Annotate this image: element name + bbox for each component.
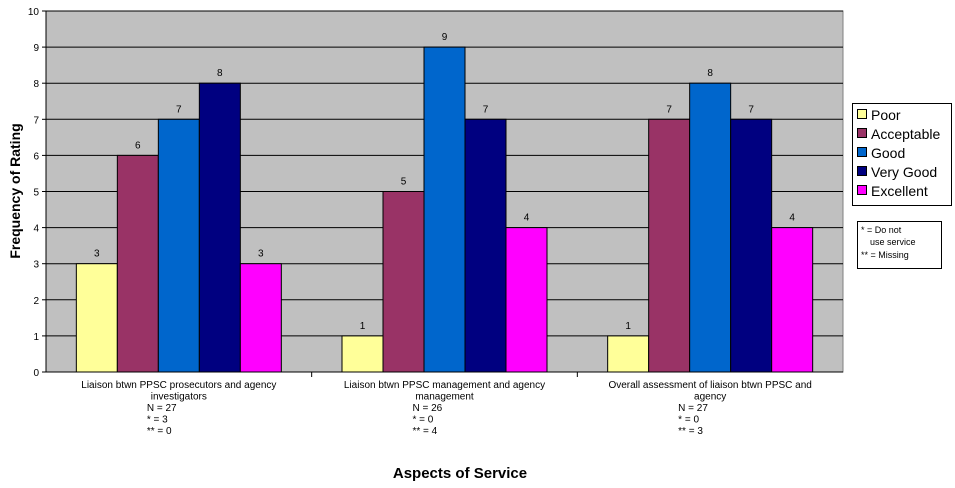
bar-excellent <box>505 227 548 373</box>
y-tick-label: 7 <box>33 115 39 126</box>
y-tick-label: 3 <box>33 260 39 271</box>
category-label-line: * = 0 <box>678 415 699 426</box>
category-labels: Liaison btwn PPSC prosecutors and agency… <box>81 380 812 437</box>
category-label-line: Liaison btwn PPSC management and agency <box>344 380 545 391</box>
y-tick-label: 6 <box>33 151 39 162</box>
legend-item-poor: Poor <box>857 106 901 124</box>
y-tick-label: 9 <box>33 43 39 54</box>
category-label-line: agency <box>694 392 726 403</box>
category-label-line: Liaison btwn PPSC prosecutors and agency <box>81 380 276 391</box>
bar-poor <box>607 335 650 373</box>
bar-excellent <box>771 227 814 373</box>
bar-acceptable <box>648 118 691 373</box>
legend-label-good: Good <box>871 145 906 161</box>
category-label-line: * = 3 <box>147 415 168 426</box>
bar-poor <box>341 335 384 373</box>
legend-label-excellent: Excellent <box>871 183 928 199</box>
legend-item-excellent: Excellent <box>857 182 928 200</box>
y-tick-label: 0 <box>33 368 39 379</box>
category-label-line: * = 0 <box>413 415 434 426</box>
y-tick-label: 4 <box>33 224 39 235</box>
legend-item-acceptable: Acceptable <box>857 125 940 143</box>
category-label-line: investigators <box>151 392 207 403</box>
legend-label-poor: Poor <box>871 107 901 123</box>
notes-box: * = Do not use service ** = Missing <box>857 221 942 269</box>
data-label: 7 <box>748 104 754 115</box>
data-label: 6 <box>135 140 141 151</box>
y-tick-label: 8 <box>33 79 39 90</box>
bar-excellent <box>239 263 282 373</box>
legend-item-very-good: Very Good <box>857 163 937 181</box>
legend-label-very-good: Very Good <box>871 164 938 180</box>
category-label-line: Overall assessment of liaison btwn PPSC … <box>608 380 811 391</box>
y-axis-title: Frequency of Rating <box>7 123 23 258</box>
data-label: 3 <box>94 249 100 260</box>
legend: Poor Acceptable Good Very Good Excellent <box>852 103 952 206</box>
legend-swatch-poor <box>857 109 867 120</box>
legend-label-acceptable: Acceptable <box>871 126 941 142</box>
category-label-line: N = 27 <box>678 403 708 414</box>
legend-swatch-acceptable <box>857 128 867 139</box>
x-axis-title: Aspects of Service <box>393 465 527 482</box>
y-tick-label: 10 <box>28 7 40 18</box>
note-line-3: ** = Missing <box>861 250 909 260</box>
legend-swatch-excellent <box>857 185 867 196</box>
data-label: 4 <box>524 213 530 224</box>
data-label: 1 <box>360 321 366 332</box>
bar-good <box>689 82 732 373</box>
note-line-2: use service <box>870 237 916 247</box>
category-label-line: N = 27 <box>147 403 177 414</box>
bar-acceptable <box>382 191 425 373</box>
category-label-line: ** = 0 <box>147 426 172 437</box>
category-label-line: ** = 3 <box>678 426 703 437</box>
bar-good <box>423 46 466 373</box>
y-tick-label: 5 <box>33 188 39 199</box>
bar-very-good <box>730 118 773 373</box>
y-tick-labels: 0 1 2 3 4 5 6 7 8 9 10 <box>28 7 46 379</box>
data-label: 9 <box>442 32 448 43</box>
bar-very-good <box>464 118 507 373</box>
data-label: 7 <box>176 104 182 115</box>
bar-very-good <box>198 82 241 373</box>
data-label: 7 <box>483 104 489 115</box>
category-label-line: N = 26 <box>413 403 443 414</box>
data-label: 3 <box>258 249 264 260</box>
y-tick-label: 1 <box>33 332 39 343</box>
legend-swatch-good <box>857 147 867 158</box>
legend-item-good: Good <box>857 144 905 162</box>
data-label: 1 <box>625 321 631 332</box>
category-label-line: management <box>415 392 474 403</box>
category-label-line: ** = 4 <box>413 426 438 437</box>
data-label: 8 <box>217 68 223 79</box>
legend-swatch-very-good <box>857 166 867 177</box>
bar-acceptable <box>116 154 159 373</box>
bars: 3 6 7 8 3 1 5 9 7 4 1 7 8 7 4 <box>75 32 814 373</box>
data-label: 4 <box>789 213 795 224</box>
data-label: 8 <box>707 68 713 79</box>
bar-poor <box>75 263 118 373</box>
y-tick-label: 2 <box>33 296 39 307</box>
data-label: 5 <box>401 177 407 188</box>
data-label: 7 <box>666 104 672 115</box>
bar-good <box>157 118 200 373</box>
note-line-1: * = Do not <box>861 225 902 235</box>
